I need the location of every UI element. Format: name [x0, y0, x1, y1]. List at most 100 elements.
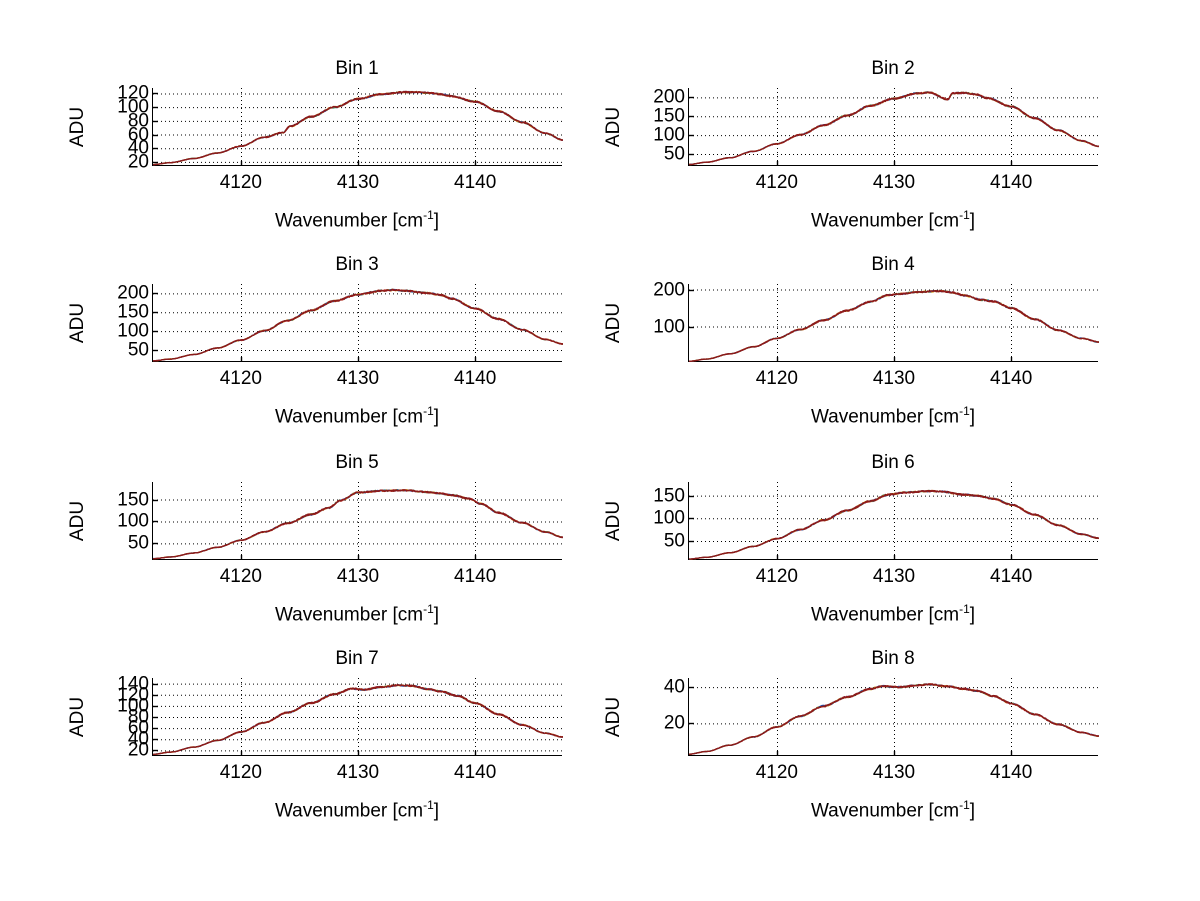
x-axis-label: Wavenumber [cm-1] [688, 204, 1098, 232]
spectrum-trace [689, 489, 1099, 560]
x-tick-label: 4130 [336, 566, 380, 587]
spectrum-trace [153, 489, 563, 560]
y-axis-label: ADU [603, 500, 624, 542]
spectrum-trace [689, 683, 1099, 755]
y-axis-label: ADU [67, 696, 88, 738]
x-axis-label-text: Wavenumber [cm [274, 406, 424, 428]
x-axis-label-close: ] [969, 210, 976, 232]
y-axis-label: ADU [603, 302, 624, 344]
spectrum-trace-primary [153, 489, 563, 560]
subplot-title: Bin 5 [335, 452, 379, 473]
y-tick-label: 50 [127, 339, 149, 361]
x-axis-label-text: Wavenumber [cm [810, 604, 960, 626]
subplot-1: Bin 1 20 40 60 80 100 120 4120 4130 4140 ADU Wavenu… [52, 58, 582, 256]
spectrum-trace-primary [689, 490, 1099, 560]
spectrum-trace [689, 91, 1099, 166]
subplot-7: Bin 7 20 40 60 80 100 120 140 4120 4130 4140 ADU Wav… [52, 648, 582, 846]
x-axis-label: Wavenumber [cm-1] [152, 794, 562, 822]
y-tick-label: 40 [663, 676, 685, 698]
subplot-title: Bin 1 [335, 58, 379, 79]
y-tick-label: 80 [127, 110, 149, 132]
spectrum-trace [153, 684, 563, 756]
y-tick-label: 100 [117, 695, 149, 717]
subplot-title: Bin 7 [335, 648, 379, 669]
grid-lines [689, 482, 1099, 560]
spectrum-trace [153, 288, 563, 362]
spectrum-trace [689, 91, 1099, 166]
spectrum-trace [689, 683, 1099, 755]
grid-lines [689, 284, 1099, 362]
x-tick-label: 4140 [990, 172, 1033, 193]
x-axis-label-exponent: -1 [959, 208, 970, 222]
y-tick-label: 80 [127, 706, 149, 728]
spectrum-trace-primary [689, 683, 1099, 755]
plot-area: 20 40 60 80 100 120 140 4120 4130 4140 [117, 674, 563, 783]
y-tick-label: 20 [127, 739, 149, 761]
x-axis-label-close: ] [969, 604, 976, 626]
y-tick-label: 20 [663, 712, 685, 734]
subplot-4: Bin 4 100 200 4120 4130 4140 ADU Wavenumber [cm… [588, 254, 1118, 452]
x-axis-label-exponent: -1 [423, 602, 434, 616]
y-tick-label: 100 [117, 510, 149, 532]
spectrum-trace [153, 288, 563, 362]
spectrum-trace [689, 289, 1099, 362]
x-tick-label: 4130 [872, 762, 916, 783]
data-series [689, 683, 1099, 755]
spectrum-trace [153, 684, 563, 756]
grid-lines [689, 88, 1099, 166]
spectrum-trace [153, 288, 563, 362]
spectrum-trace [689, 289, 1099, 362]
y-axis-label: ADU [67, 106, 88, 148]
y-tick-label: 150 [117, 301, 149, 323]
spectrum-trace [689, 289, 1099, 362]
spectrum-trace [153, 684, 563, 755]
spectrum-trace-primary [153, 684, 563, 756]
plot-area: 100 200 4120 4130 4140 [653, 280, 1099, 389]
data-series [689, 289, 1099, 362]
x-axis-label-close: ] [969, 800, 976, 822]
plot-area: 50 100 150 200 4120 4130 4140 [117, 284, 563, 389]
plot-area: 50 100 150 4120 4130 4140 [653, 482, 1099, 587]
y-tick-label: 200 [653, 279, 685, 301]
y-axis-label: ADU [67, 500, 88, 542]
y-tick-label: 50 [127, 532, 149, 554]
y-tick-label: 200 [117, 282, 149, 304]
spectrum-trace [689, 91, 1099, 166]
subplot-title: Bin 2 [871, 58, 915, 79]
spectrum-trace [689, 91, 1099, 166]
y-tick-label: 100 [653, 124, 685, 146]
y-tick-label: 100 [117, 96, 149, 118]
spectrum-trace [689, 489, 1099, 560]
subplot-6: Bin 6 50 100 150 4120 4130 4140 ADU Wavenumber [… [588, 452, 1118, 650]
spectrum-trace [689, 489, 1099, 560]
x-tick-label: 4140 [454, 762, 497, 783]
x-axis-label-close: ] [433, 210, 440, 232]
y-tick-label: 200 [653, 86, 685, 108]
x-tick-label: 4130 [336, 172, 380, 193]
data-series [153, 288, 563, 362]
subplot-title: Bin 3 [335, 254, 379, 275]
x-axis-label: Wavenumber [cm-1] [152, 598, 562, 626]
y-tick-label: 100 [653, 316, 685, 337]
spectrum-trace-primary [689, 91, 1099, 166]
spectrum-trace [689, 489, 1099, 560]
spectrum-trace [153, 289, 563, 362]
x-tick-label: 4120 [219, 762, 262, 783]
x-axis-label: Wavenumber [cm-1] [688, 598, 1098, 626]
x-axis-label: Wavenumber [cm-1] [152, 204, 562, 232]
y-tick-label: 60 [127, 124, 149, 146]
x-axis-label-text: Wavenumber [cm [274, 604, 424, 626]
subplot-title: Bin 4 [871, 254, 915, 275]
x-tick-label: 4120 [755, 368, 798, 389]
subplot-title: Bin 8 [871, 648, 915, 669]
subplot-title: Bin 6 [871, 452, 915, 473]
spectrum-trace-primary [689, 289, 1099, 362]
x-tick-label: 4120 [755, 172, 798, 193]
y-tick-label: 140 [117, 673, 149, 695]
x-axis-label-text: Wavenumber [cm [810, 406, 960, 428]
y-tick-label: 150 [117, 489, 149, 511]
x-axis-label-text: Wavenumber [cm [274, 800, 424, 822]
x-tick-label: 4140 [454, 368, 497, 389]
grid-lines [153, 482, 563, 560]
x-axis-label-close: ] [969, 406, 976, 428]
